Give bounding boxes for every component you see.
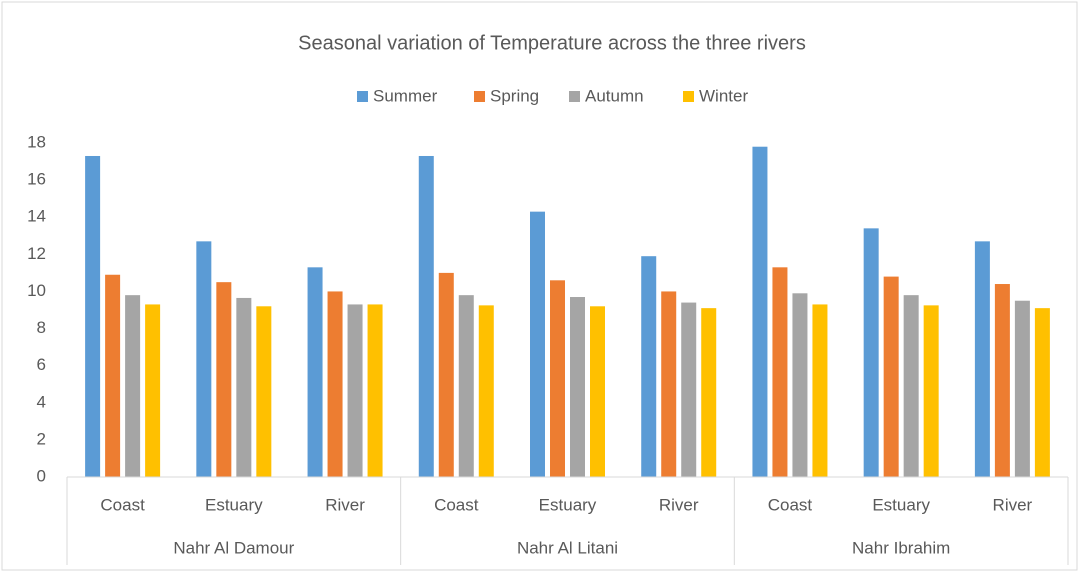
- legend-swatch: [357, 91, 368, 102]
- legend-swatch: [569, 91, 580, 102]
- bar: [438, 272, 454, 477]
- bar: [145, 304, 161, 477]
- y-tick-label: 0: [37, 466, 46, 485]
- y-tick-label: 4: [37, 392, 46, 411]
- bar: [196, 241, 212, 477]
- bar: [256, 306, 272, 477]
- bar: [701, 308, 717, 477]
- bar: [105, 274, 121, 477]
- bar: [681, 302, 697, 477]
- legend-label: Winter: [699, 86, 748, 105]
- bar: [903, 295, 919, 477]
- bar: [570, 297, 585, 477]
- bar: [812, 304, 828, 477]
- legend-swatch: [474, 91, 485, 102]
- bar: [590, 306, 605, 477]
- y-tick-label: 18: [27, 132, 46, 151]
- bar: [792, 293, 808, 477]
- bar: [347, 304, 363, 477]
- y-tick-label: 10: [27, 281, 46, 300]
- y-tick-label: 16: [27, 170, 46, 189]
- bar: [307, 267, 323, 477]
- bar: [478, 305, 494, 477]
- x-tick-label: River: [325, 495, 365, 514]
- bar: [923, 305, 939, 477]
- bar: [550, 280, 565, 477]
- legend-label: Summer: [373, 86, 438, 105]
- group-label: Nahr Ibrahim: [852, 538, 950, 557]
- bar: [1014, 300, 1030, 477]
- bar: [994, 284, 1010, 477]
- bar: [530, 211, 545, 477]
- y-tick-label: 6: [37, 355, 46, 374]
- legend-label: Spring: [490, 86, 539, 105]
- chart-title: Seasonal variation of Temperature across…: [298, 32, 806, 54]
- legend-swatch: [683, 91, 694, 102]
- x-tick-label: Estuary: [872, 495, 930, 514]
- bar: [85, 155, 101, 477]
- bar: [863, 228, 879, 477]
- group-label: Nahr Al Litani: [517, 538, 618, 557]
- x-tick-label: Coast: [768, 495, 813, 514]
- bar: [661, 291, 677, 477]
- x-tick-label: Estuary: [539, 495, 597, 514]
- bar: [236, 297, 252, 477]
- group-label: Nahr Al Damour: [173, 538, 294, 557]
- bar: [641, 256, 657, 477]
- x-tick-label: Coast: [434, 495, 479, 514]
- y-tick-label: 2: [37, 429, 46, 448]
- bar: [1034, 308, 1050, 477]
- bar: [974, 241, 990, 477]
- bar: [367, 304, 383, 477]
- bar: [216, 282, 232, 477]
- x-tick-label: River: [993, 495, 1033, 514]
- legend-label: Autumn: [585, 86, 644, 105]
- bar: [752, 146, 768, 477]
- bar: [458, 295, 474, 477]
- y-tick-label: 14: [27, 207, 46, 226]
- bar: [327, 291, 343, 477]
- bar: [883, 276, 899, 477]
- bar: [125, 295, 141, 477]
- y-tick-label: 12: [27, 244, 46, 263]
- x-tick-label: Coast: [100, 495, 145, 514]
- x-tick-label: River: [659, 495, 699, 514]
- y-tick-label: 8: [37, 318, 46, 337]
- bar: [418, 155, 434, 477]
- bar: [772, 267, 788, 477]
- x-tick-label: Estuary: [205, 495, 263, 514]
